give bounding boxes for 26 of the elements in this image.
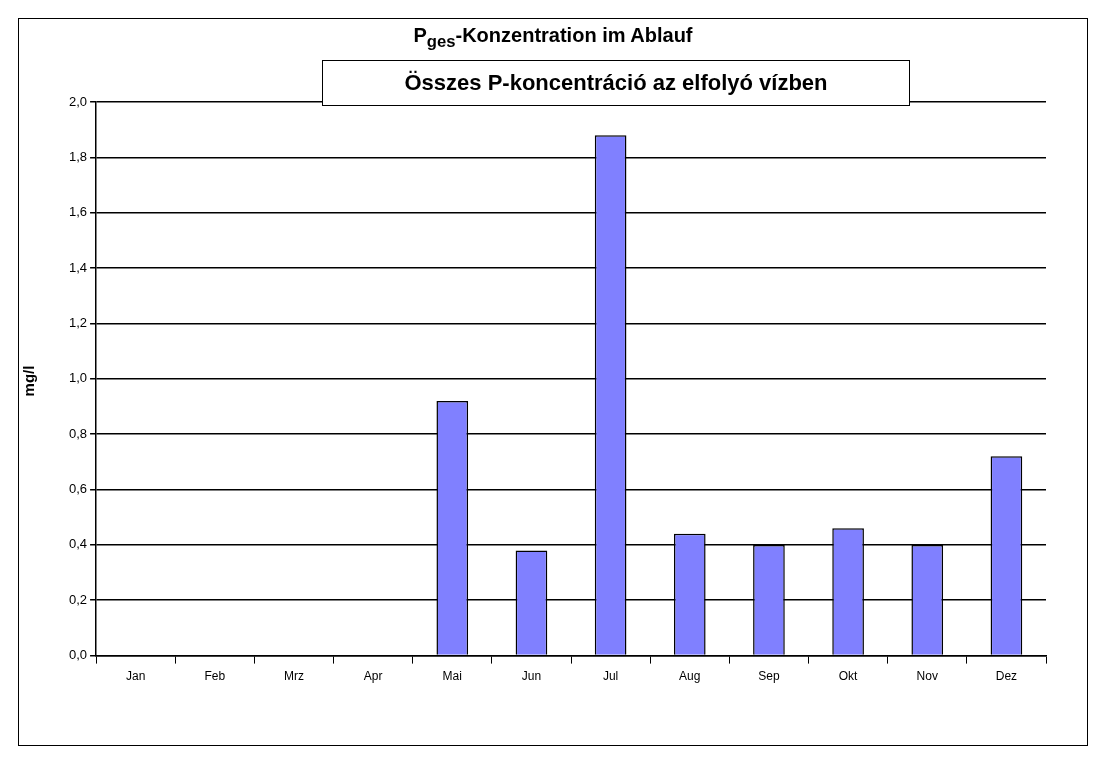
- x-tick-label: Jun: [521, 669, 542, 684]
- x-tick-label: Jan: [125, 669, 146, 684]
- subtitle-frame: Összes P-koncentráció az elfolyó vízben: [322, 60, 910, 106]
- y-tick-label: 0,4: [68, 536, 88, 552]
- x-tick-label: Mrz: [283, 669, 304, 684]
- y-tick-label: 2,0: [68, 93, 88, 109]
- y-tick-label: 1,4: [68, 259, 88, 275]
- x-tick-label: Apr: [363, 669, 383, 684]
- x-tick-label: Jul: [602, 669, 619, 684]
- x-tick-label: Dez: [995, 669, 1018, 684]
- x-tick-label: Sep: [758, 669, 780, 684]
- x-tick-label: Okt: [838, 669, 859, 684]
- y-tick-label: 1,8: [68, 148, 88, 164]
- x-tick-label: Aug: [679, 669, 701, 684]
- x-tick-label: Mai: [442, 669, 462, 684]
- y-axis-title: mg/l: [19, 365, 37, 397]
- chart-title: P$_{ges}$-Konzentration im Ablauf: [412, 24, 694, 52]
- y-tick-label: 1,0: [68, 370, 88, 386]
- y-tick-label: 1,2: [68, 315, 88, 331]
- y-tick-label: 0,6: [68, 481, 88, 497]
- x-tick-label: Feb: [204, 669, 226, 684]
- x-tick-label: Nov: [916, 669, 938, 684]
- y-tick-label: 0,2: [68, 591, 88, 607]
- y-tick-label: 1,6: [68, 204, 88, 220]
- y-tick-label: 0,8: [68, 425, 88, 441]
- y-tick-label: 0,0: [68, 647, 88, 663]
